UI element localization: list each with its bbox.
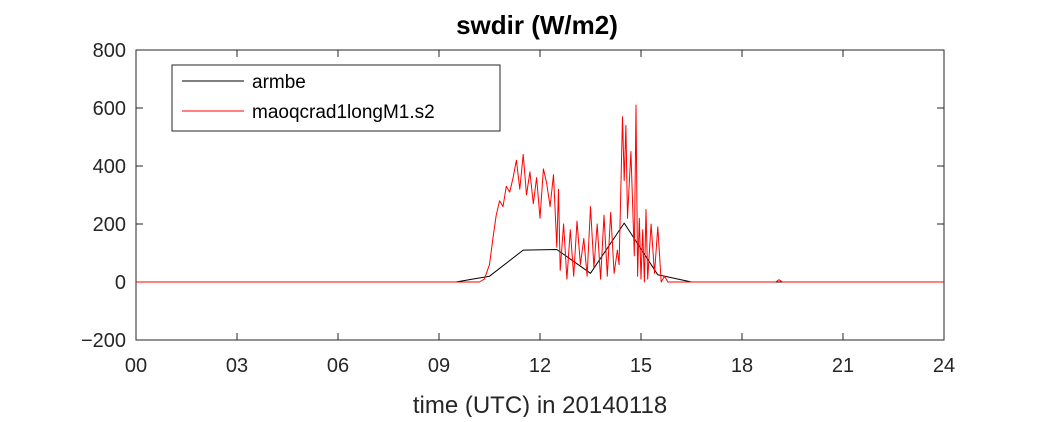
series-line-maoqcrad xyxy=(136,104,944,283)
y-tick-label: 0 xyxy=(115,272,126,294)
x-tick-label: 00 xyxy=(125,355,147,377)
tick-labels: 00 03 06 09 12 15 18 21 24 −200 0 200 400 600 800 xyxy=(81,40,955,377)
x-tick-label: 15 xyxy=(630,355,652,377)
x-tick-label: 12 xyxy=(529,355,551,377)
y-tick-label: 600 xyxy=(93,98,126,120)
y-tick-label: 400 xyxy=(93,156,126,178)
series-line-armbe xyxy=(136,222,944,283)
x-tick-label: 21 xyxy=(832,355,854,377)
x-tick-label: 06 xyxy=(327,355,349,377)
legend-entry-label: armbe xyxy=(252,72,306,93)
x-tick-label: 03 xyxy=(226,355,248,377)
y-tick-label: 200 xyxy=(93,214,126,236)
y-tick-label: −200 xyxy=(81,330,126,352)
x-tick-label: 09 xyxy=(428,355,450,377)
y-tick-label: 800 xyxy=(93,40,126,62)
legend: armbe maoqcrad1longM1.s2 xyxy=(171,64,501,132)
x-axis-label: time (UTC) in 20140118 xyxy=(413,392,667,417)
x-tick-label: 24 xyxy=(933,355,955,377)
legend-box xyxy=(171,64,501,132)
legend-entry-label: maoqcrad1longM1.s2 xyxy=(252,102,435,123)
x-tick-label: 18 xyxy=(731,355,753,377)
plot-lines xyxy=(136,104,944,283)
chart-title: swdir (W/m2) xyxy=(456,10,618,40)
